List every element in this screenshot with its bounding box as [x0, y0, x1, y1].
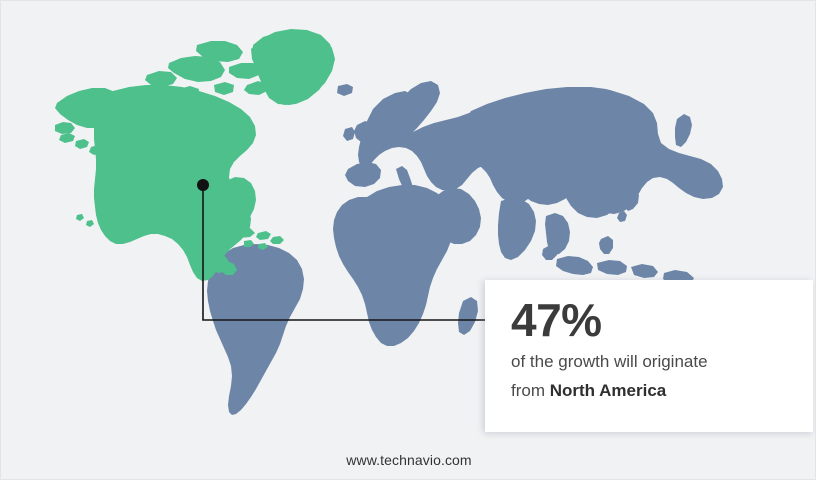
callout-card: 47% of the growth will originate from No…: [485, 280, 813, 432]
callout-line-2-prefix: from: [511, 381, 550, 400]
map-region-north-america: [55, 29, 334, 281]
callout-line-2: from North America: [511, 377, 787, 404]
source-url: www.technavio.com: [346, 452, 472, 468]
callout-region-name: North America: [549, 381, 667, 400]
callout-line-1: of the growth will originate: [511, 352, 708, 371]
growth-percentage: 47%: [511, 294, 602, 346]
footer: www.technavio.com: [1, 441, 815, 479]
